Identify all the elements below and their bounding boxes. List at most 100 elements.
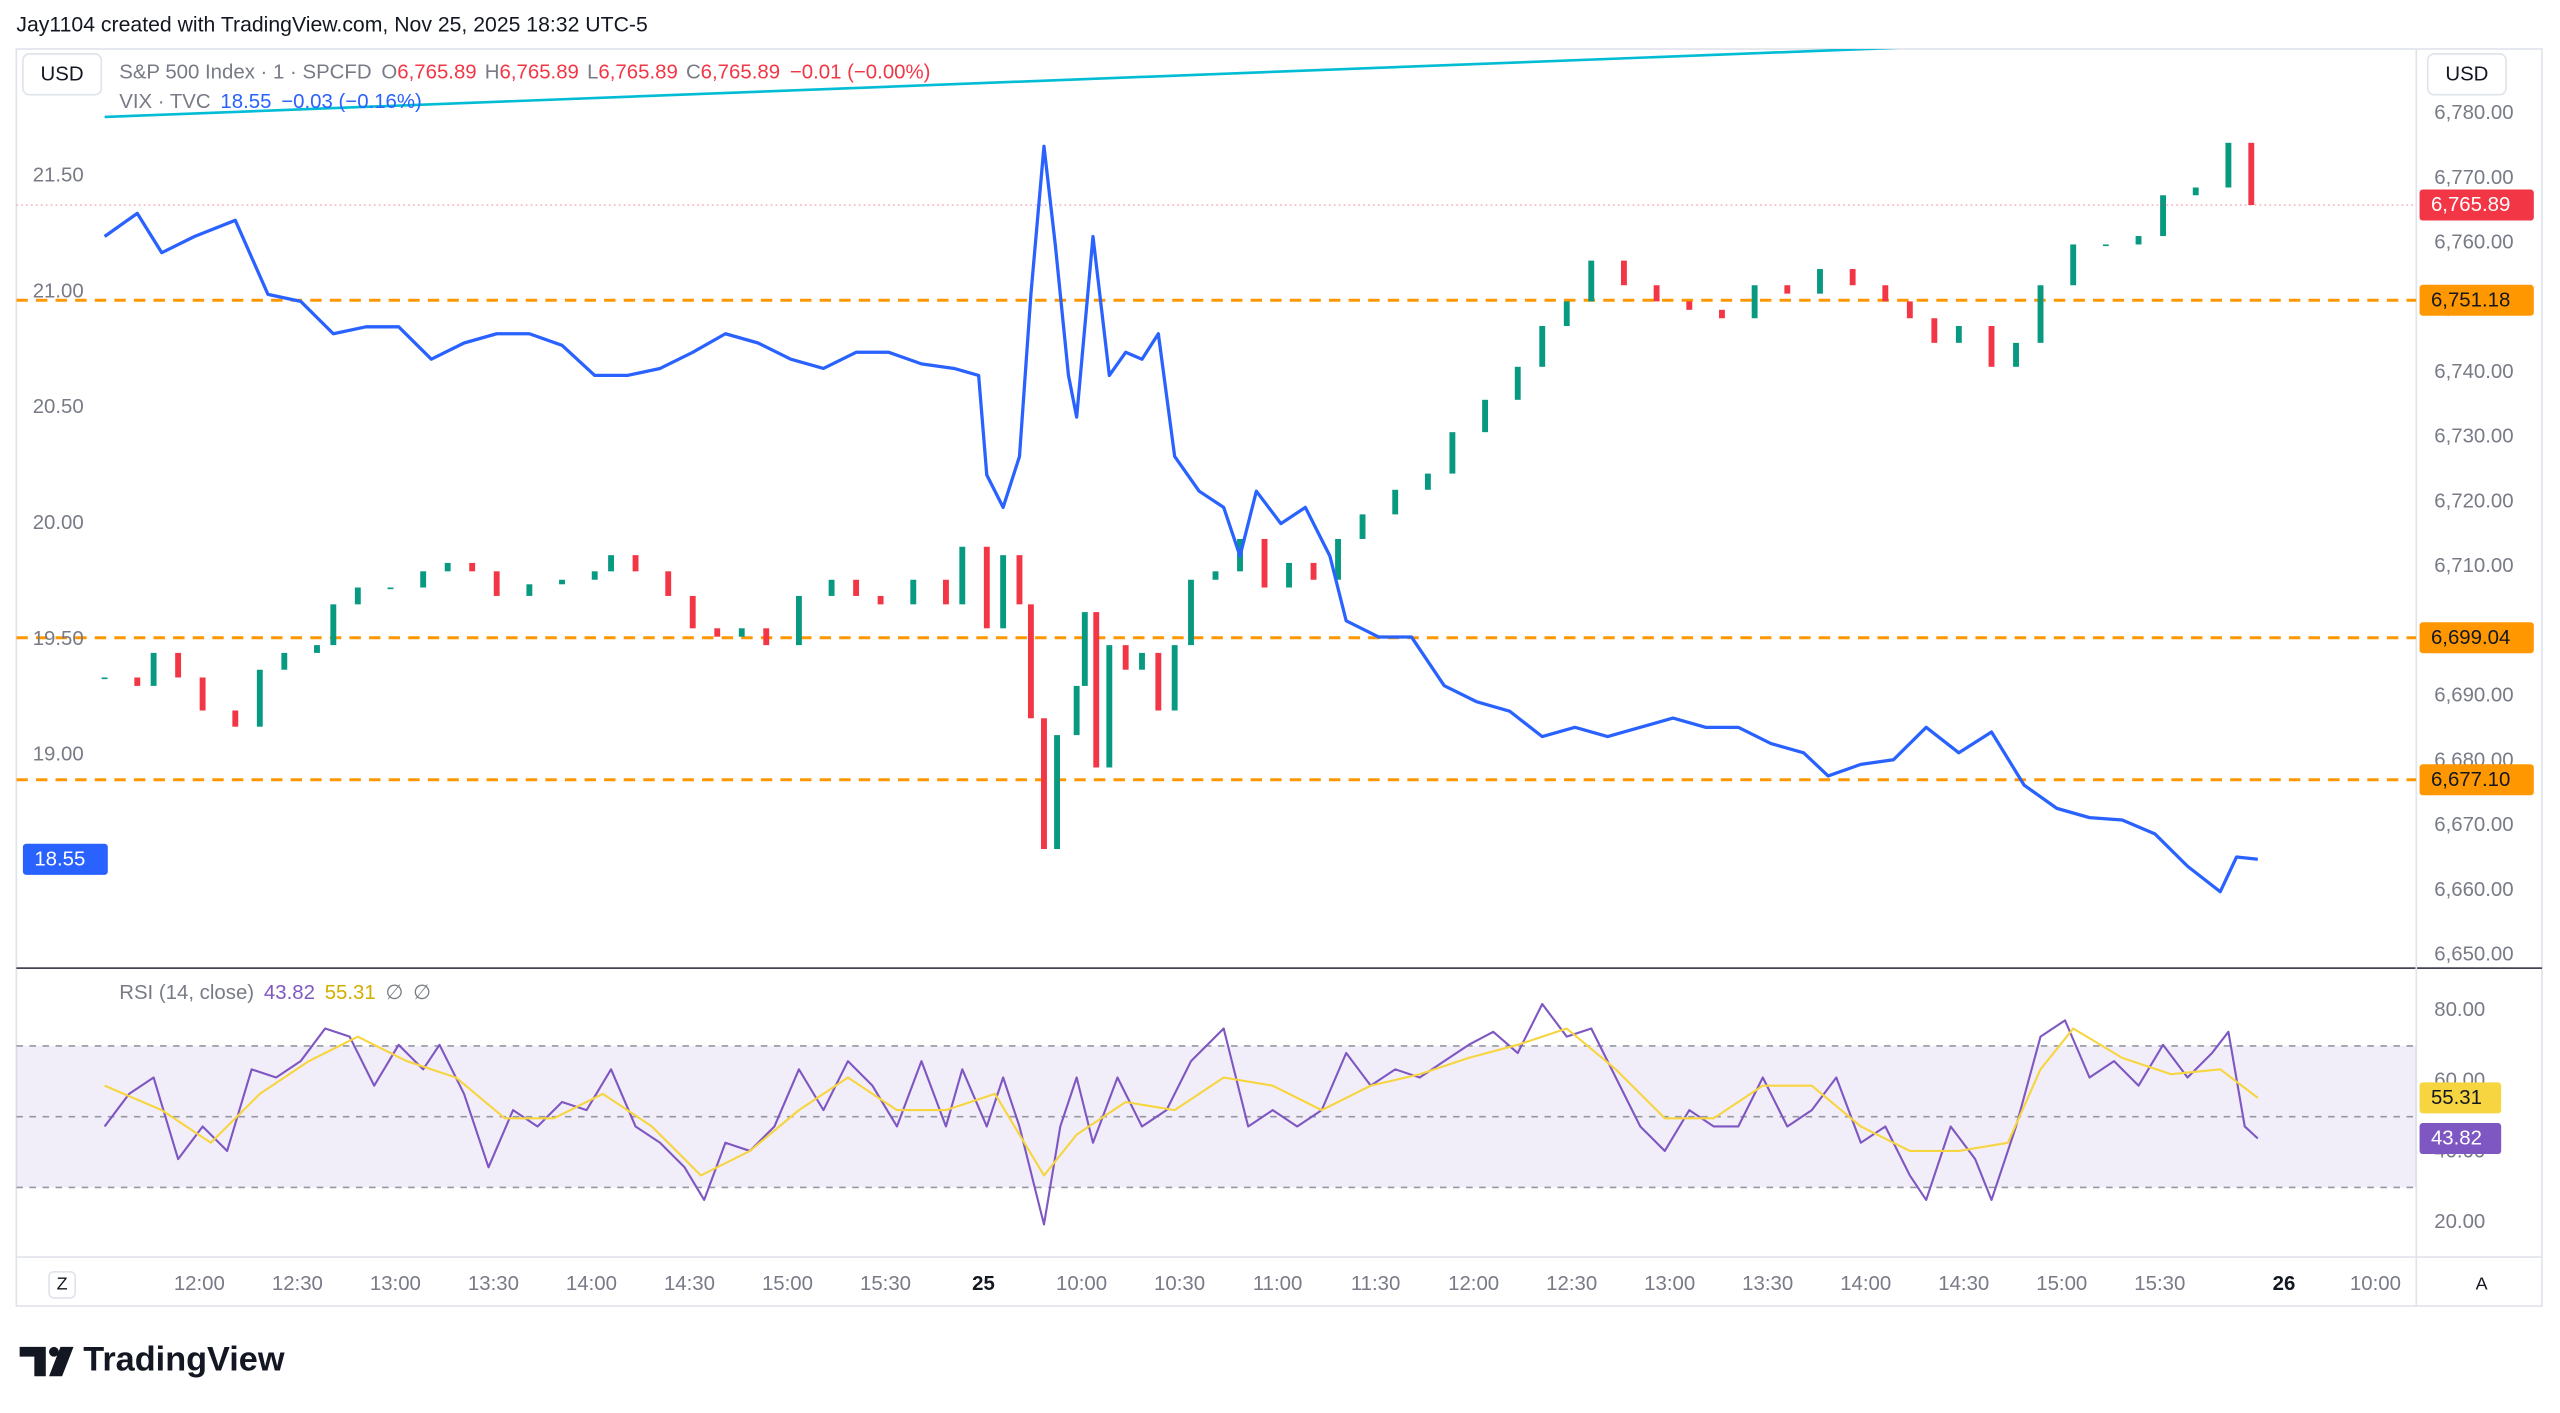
candle [1261,538,1268,588]
legend-extra: ∅ [413,983,431,1005]
candle [314,645,320,653]
vix-tag: 18.55 [34,849,85,871]
y2-tick-label: 6,670.00 [2434,814,2513,836]
y2-tick-label: 6,720.00 [2434,490,2513,512]
candle [1882,285,1889,302]
currency-button[interactable] [2426,53,2507,96]
y2-tick-label: 6,780.00 [2434,102,2513,124]
candle [1212,571,1219,580]
legend-vix: VIX · TVC 18.55 −0.03 (−0.16%) [119,91,422,113]
candle [1359,514,1366,539]
x-tick-label: 15:00 [762,1273,813,1295]
candle [738,628,745,637]
candle [1817,269,1823,294]
x-tick-label: 13:00 [1644,1273,1695,1295]
candle [1620,260,1627,286]
candle [1955,326,1962,343]
x-tick-label: 26 [2273,1273,2296,1295]
timezone-button[interactable] [48,1270,76,1299]
logo: TradingView [19,1341,285,1379]
legend-key: C [686,62,701,84]
x-tick-label: 15:30 [860,1273,911,1295]
rsi-tick-label: 20.00 [2434,1211,2485,1233]
candle [1027,604,1034,719]
legend-value: 6,765.89 [701,62,780,84]
candle [1041,718,1047,850]
candle [910,579,917,605]
legend-spx: S&P 500 Index · 1 · SPCFD O6,765.89 H6,765… [119,62,930,84]
y-tick-label: 20.50 [33,396,84,418]
rsi-tag-bg [2419,1082,2502,1114]
candle [853,579,860,596]
candle [1122,645,1129,670]
candle [199,677,206,711]
candle [1849,269,1856,286]
legend-value: 43.82 [264,983,315,1005]
y-tick-label: 21.00 [33,280,84,302]
candle [608,555,614,572]
candle [1482,399,1489,433]
legend-value: 55.31 [325,983,376,1005]
candle [493,571,500,596]
rsi-tag-bg [2419,1123,2502,1155]
credit: Jay1104 created with TradingView.com, No… [16,14,647,37]
x-tick-label: 14:00 [1840,1273,1891,1295]
candle [1563,301,1570,327]
candle [1073,685,1080,736]
candle [2135,236,2142,245]
legend-value: 18.55 [220,91,271,113]
currency-right[interactable]: USD [2445,63,2488,85]
series-line [104,1027,2259,1177]
y2-tick-label: 6,650.00 [2434,944,2513,966]
chart-frame [15,48,2543,1307]
corner-right[interactable]: A [2476,1274,2488,1294]
legend-change: −0.03 (−0.16%) [281,91,422,113]
price-tag: 6,765.89 [2431,194,2510,216]
logo-text: TradingView [83,1341,285,1379]
y2-tick-label: 6,740.00 [2434,361,2513,383]
candle [175,652,182,678]
x-tick-label: 12:00 [1448,1273,1499,1295]
x-tick-label: 11:00 [1253,1273,1303,1295]
candle [1054,735,1060,850]
candle [1171,645,1178,711]
trendline [104,48,1901,119]
y-tick-label: 21.50 [33,165,84,187]
currency-left[interactable]: USD [41,63,84,85]
candle [1751,285,1758,319]
logo-icon [49,1346,59,1357]
y2-tick-label: 6,730.00 [2434,426,2513,448]
logo-icon [49,1346,74,1377]
legend-extra: ∅ [386,983,404,1005]
legend-name: RSI (14, close) [119,983,254,1005]
candle [1392,489,1399,515]
corner-left[interactable]: Z [57,1274,68,1294]
currency-button[interactable] [22,53,103,96]
candle [1188,579,1194,646]
candle [665,571,672,596]
candle [134,677,141,686]
series-line [103,1002,2259,1226]
x-tick-label: 15:00 [2036,1273,2087,1295]
candle [330,604,337,646]
candle [2225,142,2232,188]
candle [959,546,966,605]
candle [763,628,770,646]
hline-tag: 6,751.18 [2431,289,2510,311]
rsi-tag: 43.82 [2431,1128,2482,1150]
candle [1686,301,1693,310]
candle [1653,285,1660,302]
y2-tick-label: 6,770.00 [2434,167,2513,189]
x-tick-label: 15:30 [2134,1273,2185,1295]
x-tick-label: 10:00 [1056,1273,1107,1295]
legend-key: O [381,62,397,84]
legend-change: −0.01 (−0.00%) [790,62,931,84]
y2-tick-label: 6,760.00 [2434,232,2513,254]
vix-tag-bg [22,843,108,875]
candle [420,571,427,588]
candle [689,595,696,629]
candle [877,595,884,605]
candle [714,628,721,637]
candle [2192,187,2199,196]
